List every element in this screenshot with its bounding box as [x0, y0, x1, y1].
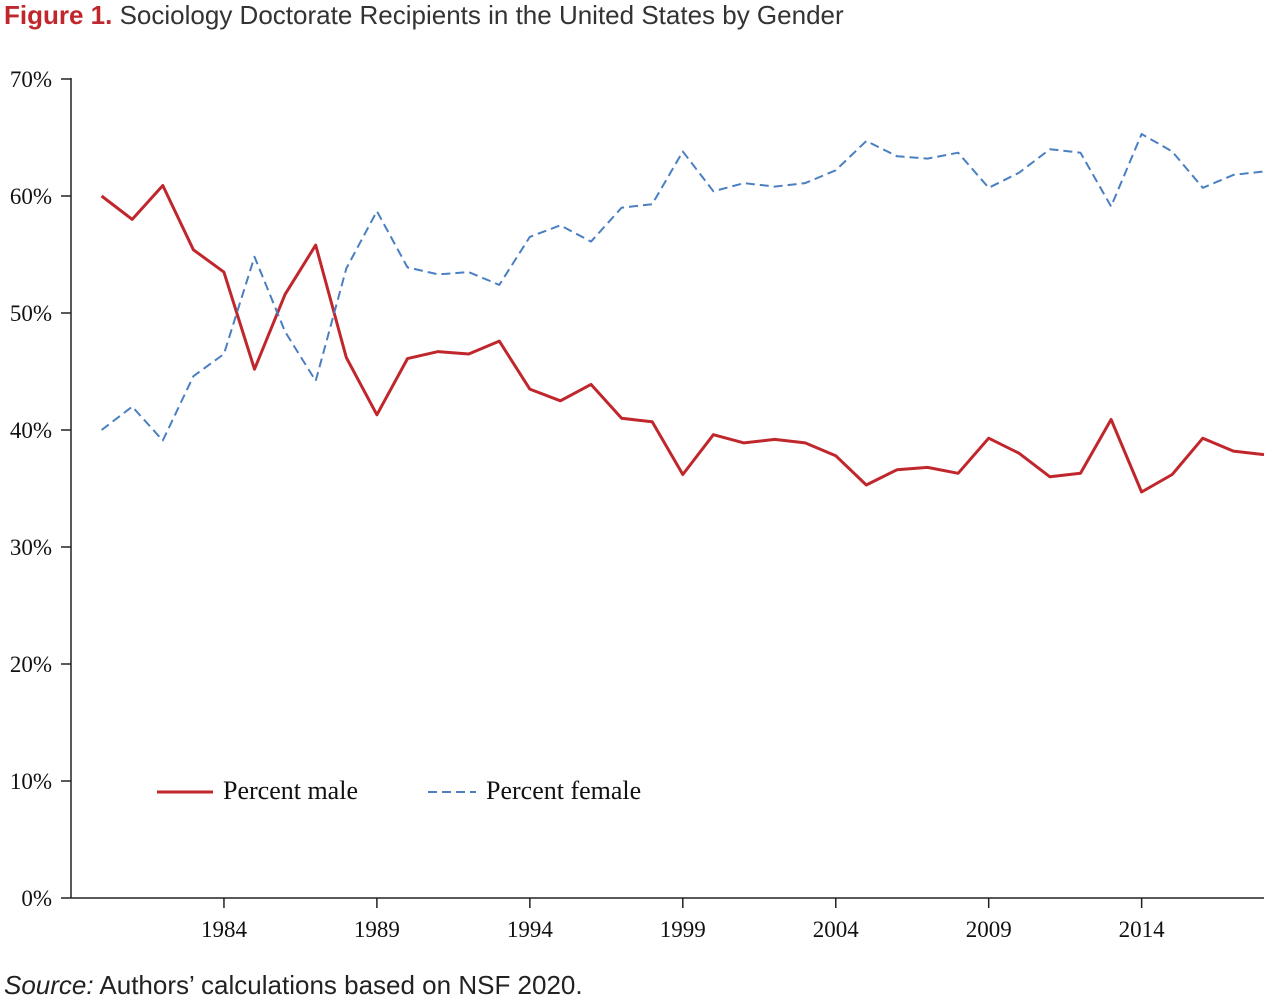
y-tick-label: 10%	[10, 769, 52, 794]
series-line-percent-female	[100, 133, 1265, 442]
x-tick-label: 1994	[507, 917, 554, 942]
legend: Percent male Percent female	[157, 776, 641, 805]
figure-title-text: Sociology Doctorate Recipients in the Un…	[119, 0, 844, 30]
source-text: Authors’ calculations based on NSF 2020.	[99, 970, 583, 1000]
series-layer	[100, 133, 1265, 494]
source-note: Source: Authors’ calculations based on N…	[4, 970, 583, 1000]
x-tick-label: 2004	[813, 917, 860, 942]
x-tick-label: 1999	[660, 917, 706, 942]
x-tick-label: 2014	[1119, 917, 1166, 942]
y-tick-label: 70%	[10, 67, 52, 92]
x-tick-label: 1989	[354, 917, 400, 942]
y-tick-label: 0%	[21, 886, 52, 911]
chart-title: Figure 1. Sociology Doctorate Recipients…	[4, 0, 844, 30]
y-tick-label: 40%	[10, 418, 52, 443]
legend-label-percent-male: Percent male	[223, 776, 358, 805]
y-tick-label: 30%	[10, 535, 52, 560]
legend-label-percent-female: Percent female	[486, 776, 641, 805]
y-tick-label: 60%	[10, 184, 52, 209]
x-tick-label: 2009	[966, 917, 1012, 942]
x-tick-label: 1984	[201, 917, 248, 942]
figure-label: Figure 1.	[4, 0, 113, 30]
axes: 0% 10% 20% 30% 40% 50% 60% 70% 1984 1989 1994 1999 2…	[10, 67, 1264, 942]
y-tick-label: 50%	[10, 301, 52, 326]
series-line-percent-male	[100, 184, 1265, 494]
y-tick-label: 20%	[10, 652, 52, 677]
source-label: Source:	[4, 970, 94, 1000]
